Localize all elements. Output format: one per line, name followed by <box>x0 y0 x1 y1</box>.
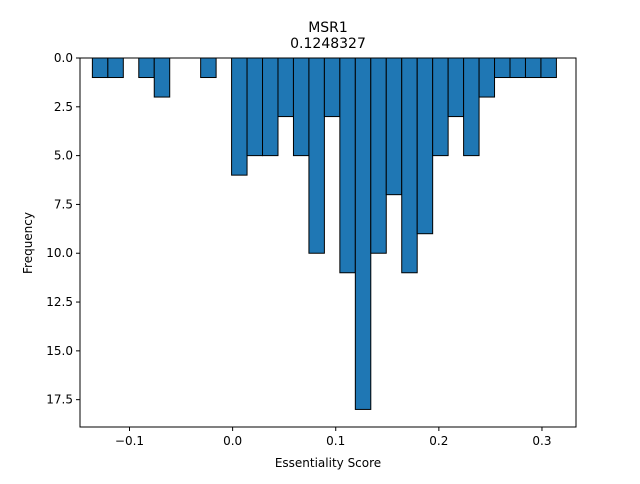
y-tick-label-5: 12.5 <box>46 295 73 309</box>
plot-frame <box>79 57 577 428</box>
histogram-bar-16 <box>401 57 418 274</box>
histogram-bar-15 <box>385 57 403 196</box>
histogram-bar-7 <box>262 57 279 157</box>
histogram-bar-12 <box>339 57 356 274</box>
histogram-bar-4 <box>200 57 217 79</box>
chart-subtitle: 0.1248327 <box>290 36 366 52</box>
x-tick-label-4: 0.3 <box>532 434 551 448</box>
y-axis-label: Frequency <box>21 212 35 274</box>
histogram-bar-22 <box>494 57 511 79</box>
y-tick-label-7: 17.5 <box>46 393 73 407</box>
histogram-bar-8 <box>277 57 294 118</box>
histogram-bar-5 <box>231 57 248 176</box>
ticks-layer: −0.1 0.0 0.1 0.2 0.3 0.0 2.5 5.0 7.5 10.0 12.5 15.0… <box>46 51 551 448</box>
histogram-bar-11 <box>323 57 341 118</box>
histogram-bar-10 <box>308 57 325 254</box>
y-tick-label-6: 15.0 <box>46 344 73 358</box>
x-tick-label-0: −0.1 <box>115 434 144 448</box>
histogram-bar-6 <box>246 57 264 157</box>
histogram-bar-20 <box>463 57 480 157</box>
chart-title: MSR1 <box>308 20 348 36</box>
histogram-bar-9 <box>292 57 310 157</box>
histogram-bar-19 <box>447 57 465 118</box>
histogram-bar-2 <box>138 57 155 79</box>
y-tick-label-1: 2.5 <box>54 100 73 114</box>
y-tick-label-4: 10.0 <box>46 246 73 260</box>
histogram-bar-0 <box>91 57 109 79</box>
histogram-bar-24 <box>524 57 542 79</box>
histogram-bar-18 <box>432 57 449 157</box>
x-tick-label-3: 0.2 <box>429 434 448 448</box>
histogram-bar-25 <box>540 57 557 79</box>
bars-layer <box>91 57 557 410</box>
x-tick-label-2: 0.1 <box>326 434 345 448</box>
x-axis-label: Essentiality Score <box>275 456 381 470</box>
histogram-bar-17 <box>416 57 434 235</box>
histogram-bar-3 <box>153 57 171 98</box>
y-tick-label-0: 0.0 <box>54 51 73 65</box>
x-tick-label-1: 0.0 <box>223 434 242 448</box>
y-tick-label-2: 5.0 <box>54 149 73 163</box>
histogram-bar-1 <box>107 57 124 79</box>
histogram-bar-21 <box>478 57 496 98</box>
histogram-bar-13 <box>354 57 372 410</box>
y-tick-label-3: 7.5 <box>54 197 73 211</box>
histogram-bar-14 <box>370 57 387 254</box>
histogram-bar-23 <box>509 57 526 79</box>
